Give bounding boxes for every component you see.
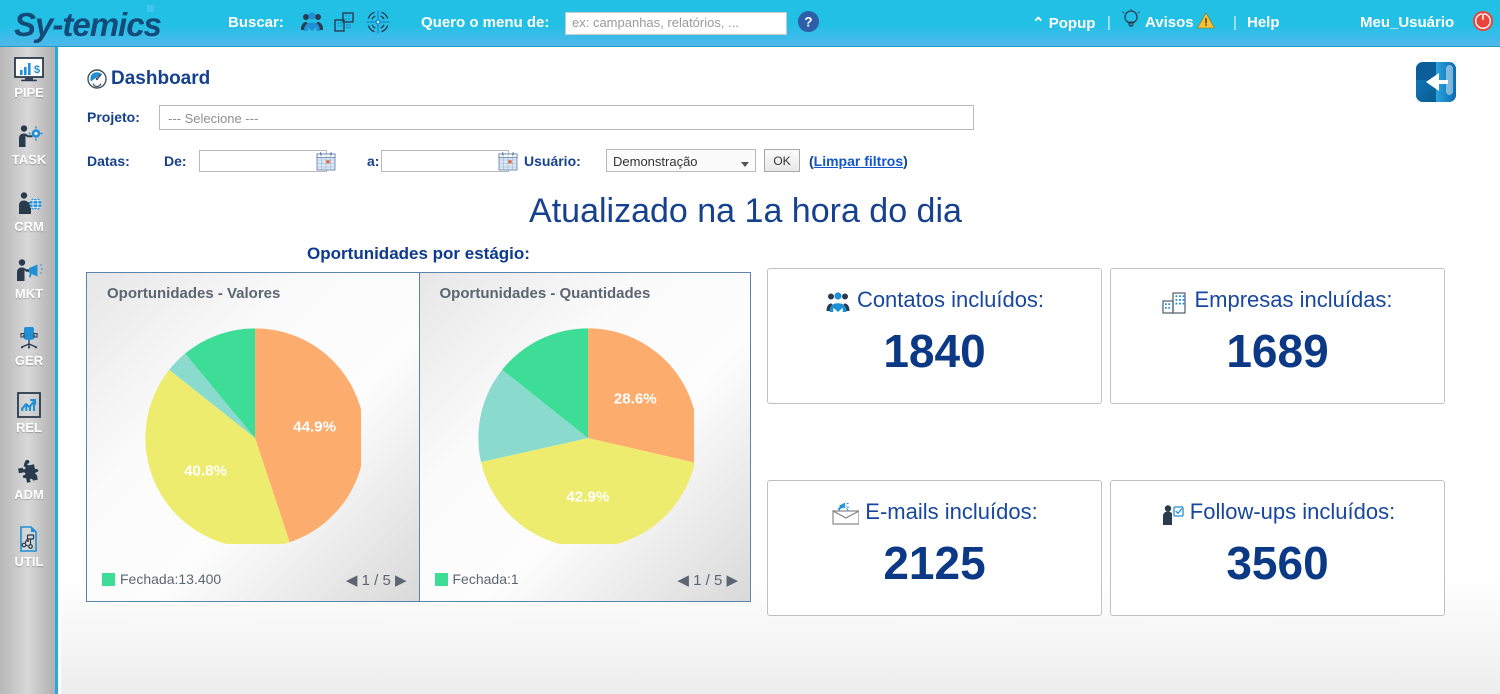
svg-text:$: $ xyxy=(34,64,40,76)
svg-text:42.9%: 42.9% xyxy=(566,488,609,505)
svg-text:44.9%: 44.9% xyxy=(293,418,336,435)
svg-text:28.6%: 28.6% xyxy=(613,390,656,407)
svg-text:?: ? xyxy=(804,14,812,29)
svg-text:40.8%: 40.8% xyxy=(184,463,227,480)
